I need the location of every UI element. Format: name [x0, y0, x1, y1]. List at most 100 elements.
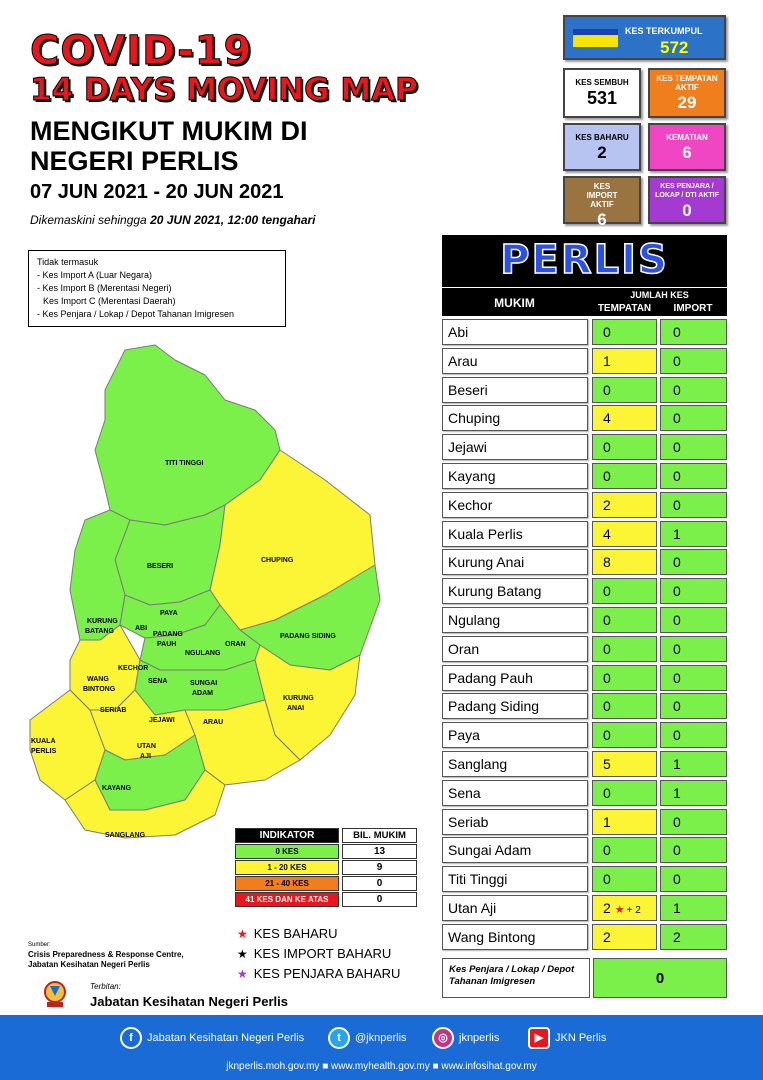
mukim-name: Sena: [442, 779, 588, 806]
import-count: 0: [660, 462, 727, 489]
source-line1: Crisis Preparedness & Response Centre,: [28, 950, 184, 959]
tempatan-value: 0: [603, 583, 611, 600]
tempatan-value: 2: [603, 928, 611, 945]
table-column-header: MUKIM JUMLAH KES TEMPATAN IMPORT: [442, 288, 727, 316]
table-row: Padang Siding 0 0: [442, 692, 727, 721]
indicator-header-label: INDIKATOR: [235, 828, 339, 843]
import-count: 1: [660, 779, 727, 806]
updated-value: 20 JUN 2021, 12:00 tengahari: [150, 213, 316, 227]
youtube-label: JKN Perlis: [555, 1032, 607, 1044]
mukim-name: Paya: [442, 722, 588, 749]
youtube-link[interactable]: ▶ JKN Perlis: [528, 1027, 606, 1049]
notes-item: - Kes Import B (Merentasi Negeri): [37, 283, 172, 293]
instagram-icon: ◎: [432, 1027, 454, 1049]
tempatan-value: 8: [603, 554, 611, 571]
table-row: Seriab 1 0: [442, 808, 727, 837]
mukim-name: Ngulang: [442, 606, 588, 633]
tile-prison-active: KES PENJARA / LOKAP / DTI AKTIF 0: [648, 176, 726, 224]
twitter-link[interactable]: t @jknperlis: [328, 1027, 407, 1049]
title-subtitle: MENGIKUT MUKIM DI NEGERI PERLIS: [30, 116, 430, 176]
table-row: Chuping 4 0: [442, 404, 727, 433]
instagram-link[interactable]: ◎ jknperlis: [432, 1027, 499, 1049]
updated-prefix: Dikemaskini sehingga: [30, 213, 147, 227]
tempatan-count: 1: [592, 347, 657, 374]
import-count: 0: [660, 606, 727, 633]
tempatan-value: 1: [603, 352, 611, 369]
legend-label: KES BAHARU: [253, 926, 338, 941]
facebook-icon: f: [120, 1027, 142, 1049]
tile-value: 6: [597, 210, 607, 229]
map-label: KURUNG: [283, 695, 314, 702]
updated-text: Dikemaskini sehingga 20 JUN 2021, 12:00 …: [30, 213, 316, 227]
facebook-link[interactable]: f Jabatan Kesihatan Negeri Perlis: [120, 1027, 304, 1049]
mukim-name: Beseri: [442, 376, 588, 403]
col-tempatan: TEMPATAN: [597, 303, 652, 314]
tempatan-value: 0: [603, 698, 611, 715]
import-count: 0: [660, 664, 727, 691]
subtitle-line1: MENGIKUT MUKIM DI: [30, 116, 308, 146]
map-label: BESERI: [147, 563, 173, 570]
footer-urls[interactable]: jknperlis.moh.gov.my ■ www.myhealth.gov.…: [226, 1061, 537, 1072]
indicator-count: 0: [342, 892, 417, 907]
map-label: PADANG: [153, 631, 183, 638]
table-title: PERLIS: [499, 236, 669, 284]
table-row: Wang Bintong 2 2: [442, 923, 727, 952]
tempatan-count: 0: [592, 693, 657, 720]
indicator-row: 41 KES DAN KE ATAS 0: [235, 892, 417, 908]
tile-import-active: KES IMPORT AKTIF 6: [563, 176, 641, 229]
star-icon: ★: [237, 927, 248, 941]
tempatan-count: 0: [592, 376, 657, 403]
map-label: KURUNG: [87, 618, 118, 625]
table-row: Arau 1 0: [442, 347, 727, 376]
table-row: Oran 0 0: [442, 635, 727, 664]
table-row: Kuala Perlis 4 1: [442, 520, 727, 549]
source-line2: Jabatan Kesihatan Negeri Perlis: [28, 960, 150, 969]
table-row: Paya 0 0: [442, 721, 727, 750]
map-label: TITI TINGGI: [165, 460, 204, 467]
tile-label: KES TEMPATAN AKTIF: [656, 74, 718, 92]
tempatan-count: 4: [592, 405, 657, 432]
tempatan-count: 2: [592, 923, 657, 950]
tile-value: 572: [660, 38, 689, 57]
import-count: 0: [660, 722, 727, 749]
mukim-name: Arau: [442, 347, 588, 374]
prison-row-value: 0: [593, 958, 727, 998]
tempatan-value: 0: [603, 439, 611, 456]
new-case-count: + 2: [626, 904, 641, 916]
map-region-sanglang: [64, 769, 226, 839]
tempatan-count: 0: [592, 837, 657, 864]
indicator-label: 21 - 40 KES: [235, 876, 339, 891]
legend-item: ★ KES BAHARU: [237, 924, 400, 944]
tempatan-value: 0: [603, 871, 611, 888]
tile-value: 0: [682, 201, 692, 220]
tile-value: 6: [682, 143, 692, 162]
subtitle-line2: NEGERI PERLIS: [30, 146, 239, 176]
import-count: 0: [660, 578, 727, 605]
import-count: 0: [660, 376, 727, 403]
tempatan-count: 1: [592, 808, 657, 835]
tile-label: KEMATIAN: [666, 133, 708, 142]
tempatan-value: 0: [603, 611, 611, 628]
title-moving-map: 14 DAYS MOVING MAP: [30, 72, 419, 109]
tempatan-value: 0: [603, 640, 611, 657]
mukim-name: Kurung Anai: [442, 549, 588, 576]
legend-item: ★ KES IMPORT BAHARU: [237, 944, 400, 964]
import-count: 0: [660, 808, 727, 835]
legend-label: KES IMPORT BAHARU: [253, 946, 392, 961]
table-row: Sena 0 1: [442, 779, 727, 808]
prison-row-label: Kes Penjara / Lokap / Depot Tahanan Imig…: [442, 958, 590, 998]
mukim-name: Padang Pauh: [442, 664, 588, 691]
mukim-name: Sanglang: [442, 750, 588, 777]
instagram-label: jknperlis: [459, 1032, 500, 1044]
indicator-count: 0: [342, 876, 417, 891]
tempatan-count: 5: [592, 750, 657, 777]
tile-value: 29: [677, 93, 697, 112]
mukim-name: Sungai Adam: [442, 837, 588, 864]
tempatan-count: 0: [592, 606, 657, 633]
notes-heading: Tidak termasuk: [37, 257, 99, 267]
legend-item: ★ KES PENJARA BAHARU: [237, 964, 400, 984]
col-jumlah: JUMLAH KES: [630, 290, 689, 300]
tile-label: KES TERKUMPUL: [625, 26, 703, 36]
tempatan-value: 0: [603, 324, 611, 340]
perlis-map: TITI TINGGI CHUPING BESERI PAYA KURUNG B…: [29, 344, 381, 839]
